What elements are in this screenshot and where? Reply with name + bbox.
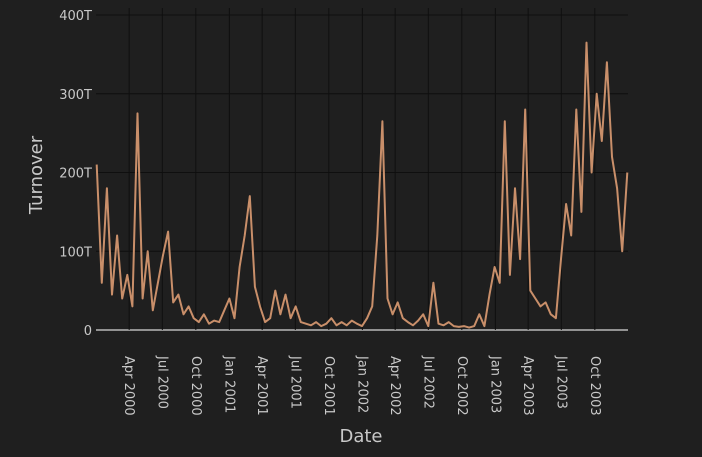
y-tick-label: 100T — [59, 245, 92, 260]
y-axis-title: Turnover — [26, 135, 47, 215]
x-tick-label: Apr 2001 — [254, 356, 269, 416]
x-tick-label: Apr 2002 — [387, 356, 402, 416]
x-tick-label: Jul 2003 — [553, 355, 568, 409]
y-tick-labels: 0 100T 200T 300T 400T — [59, 9, 92, 339]
x-tick-label: Oct 2003 — [587, 356, 602, 416]
y-tick-label: 200T — [59, 167, 92, 182]
x-tick-label: Jan 2003 — [487, 355, 502, 413]
grid-layer — [96, 8, 628, 331]
x-tick-label: Oct 2002 — [454, 356, 469, 416]
y-tick-label: 0 — [84, 324, 92, 339]
y-tick-label: 400T — [59, 9, 92, 24]
x-tick-label: Oct 2001 — [321, 356, 336, 416]
x-tick-label: Jul 2002 — [420, 355, 435, 409]
x-tick-label: Jan 2001 — [221, 355, 236, 413]
x-tick-label: Jan 2002 — [354, 355, 369, 413]
x-tick-label: Jul 2001 — [287, 355, 302, 409]
x-axis-title: Date — [339, 426, 382, 447]
turnover-series-line — [95, 41, 629, 329]
x-tick-label: Apr 2003 — [520, 356, 535, 416]
x-tick-label: Apr 2000 — [121, 356, 136, 416]
x-tick-label: Jul 2000 — [154, 355, 169, 409]
y-tick-label: 300T — [59, 88, 92, 103]
x-tick-label: Oct 2000 — [188, 356, 203, 416]
x-tick-labels: Apr 2000 Jul 2000 Oct 2000 Jan 2001 Apr 2001… — [121, 355, 602, 416]
